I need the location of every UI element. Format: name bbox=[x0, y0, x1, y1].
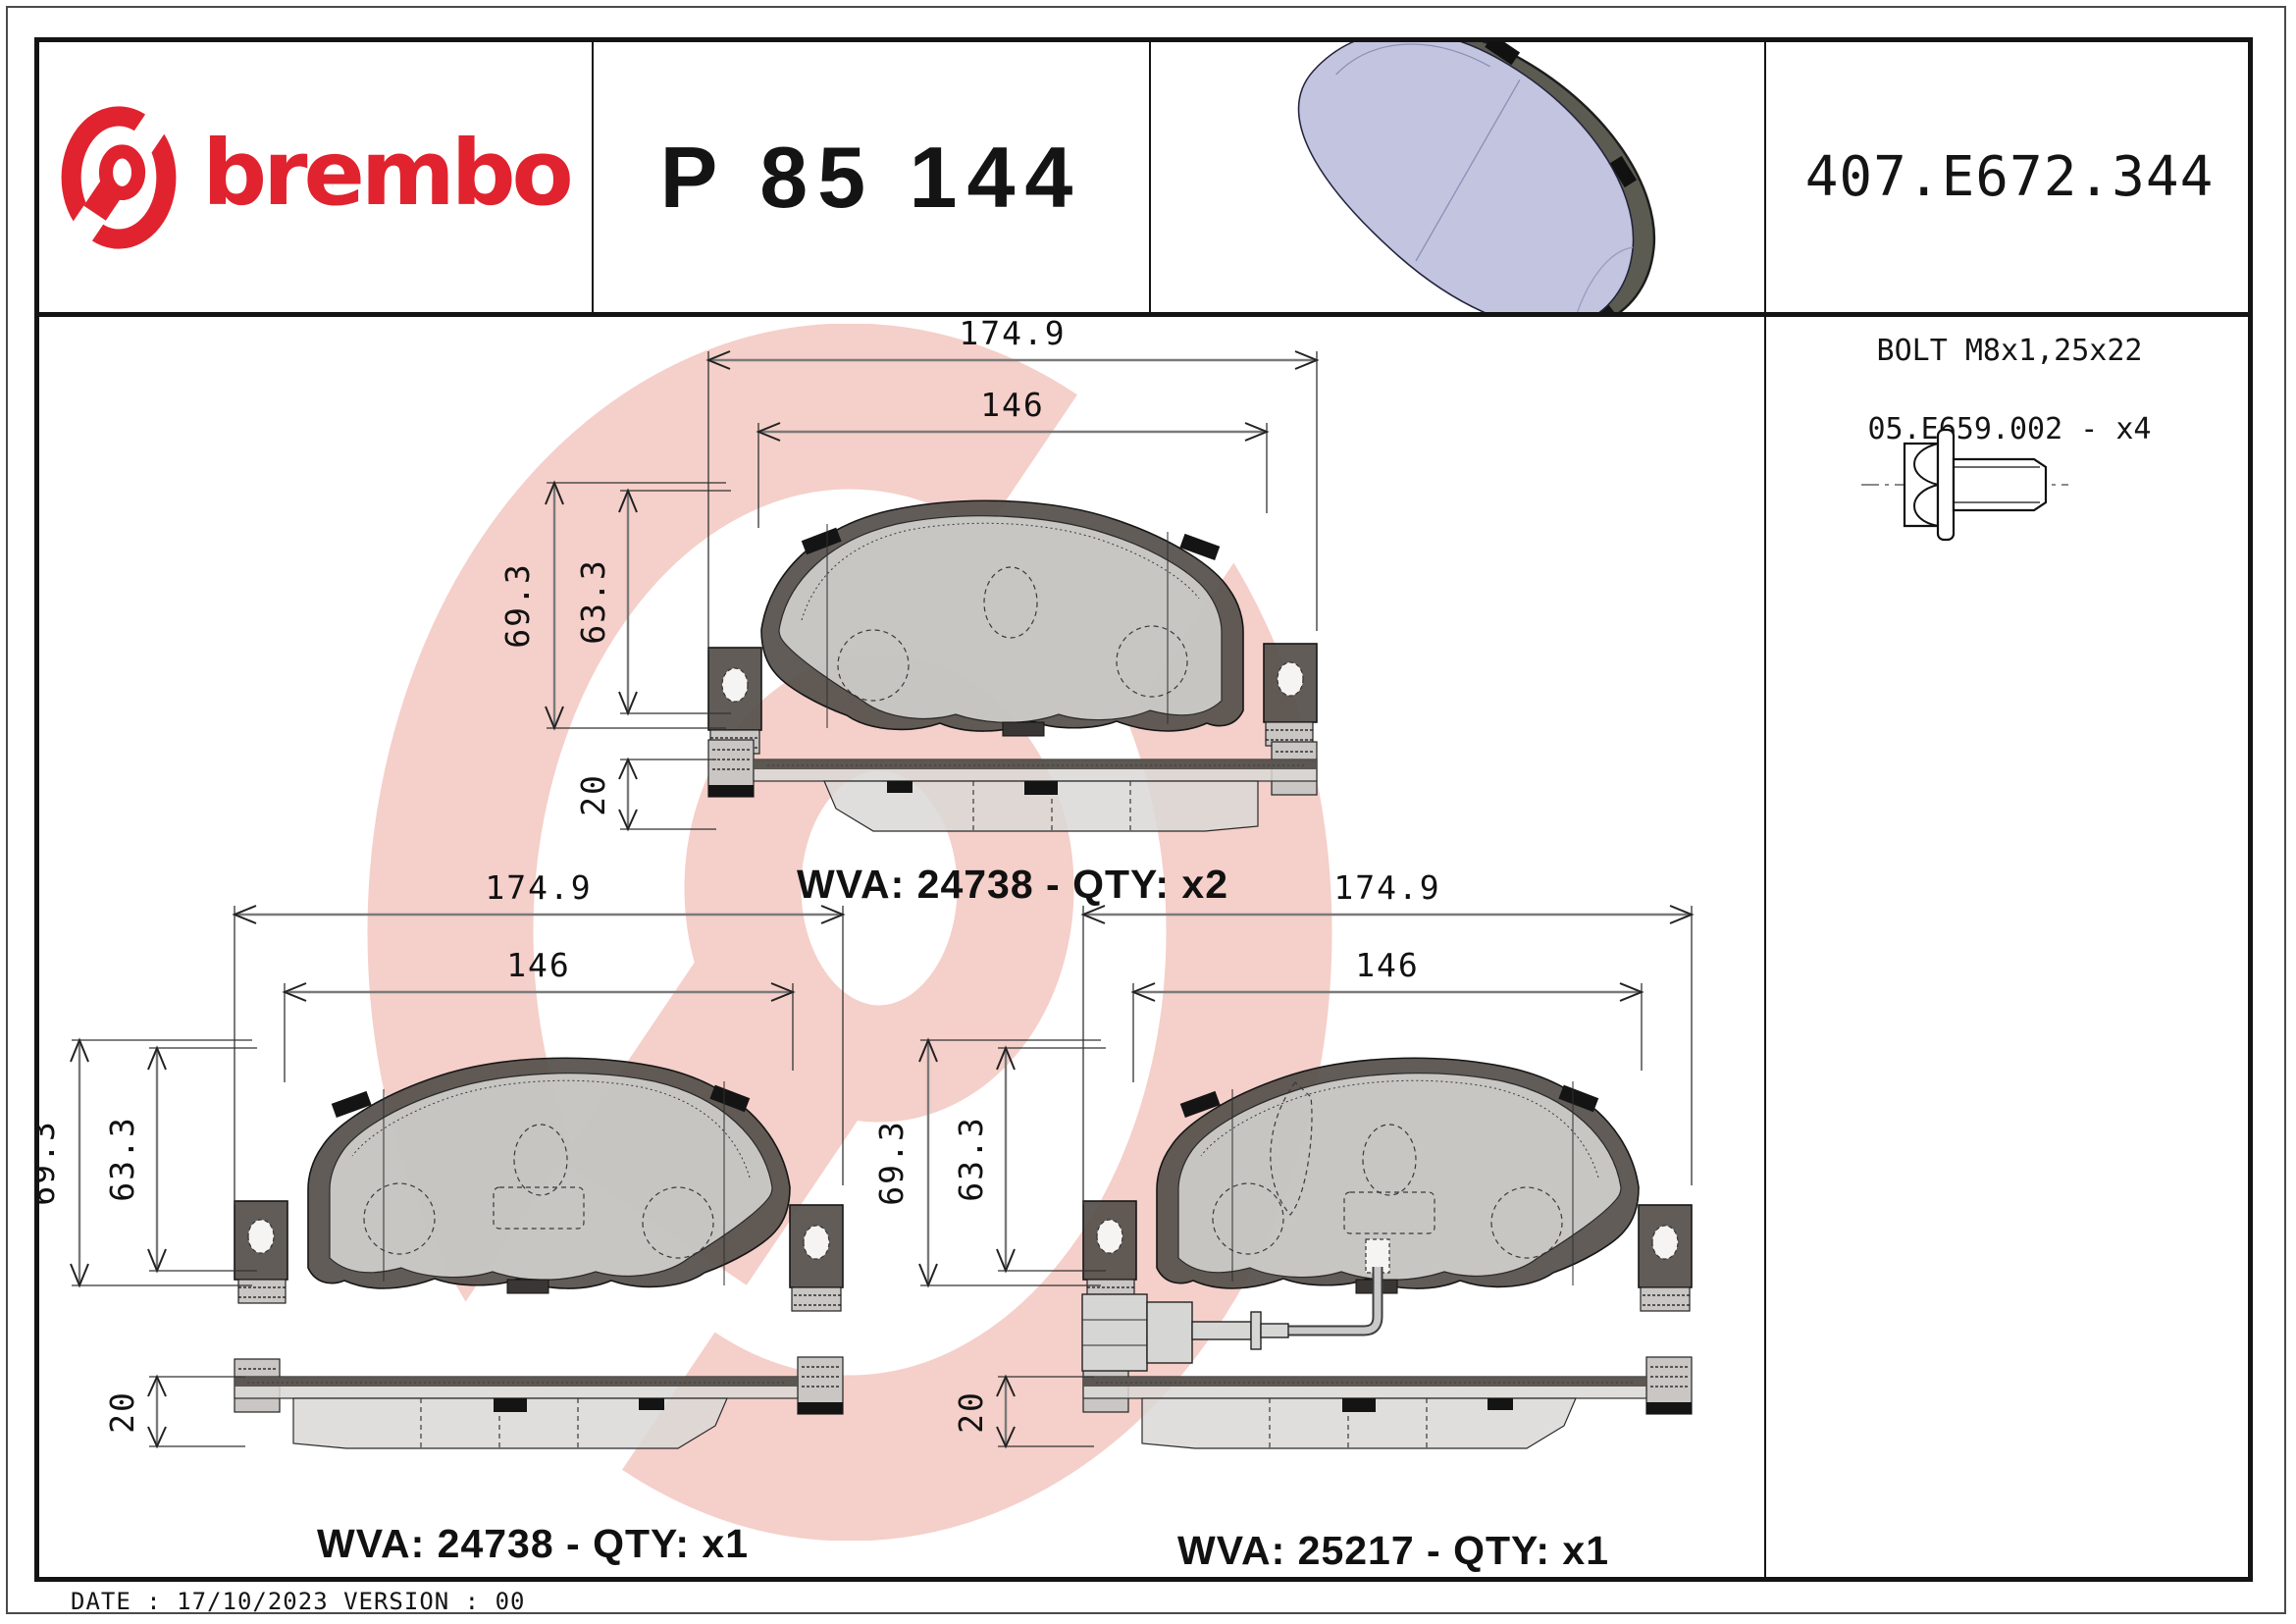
header-divider bbox=[39, 312, 2253, 317]
dim-pad-width: 146 bbox=[980, 386, 1045, 424]
pad-render-cell bbox=[1151, 42, 1764, 312]
brake-pad-3d-icon bbox=[1297, 42, 1656, 312]
wear-sensor bbox=[1081, 1238, 1390, 1372]
dim-pad-height: 63.3 bbox=[574, 558, 612, 644]
pad-profile-view bbox=[707, 739, 1318, 832]
dim-total-width: 174.9 bbox=[485, 868, 592, 907]
dim-pad-width: 146 bbox=[1355, 946, 1420, 984]
bolt-label: BOLT M8x1,25x22 05.E659.002 - x4 bbox=[1766, 332, 2253, 449]
header-vline-1 bbox=[592, 42, 594, 312]
technical-drawings: 174.9 146 69.3 63.3 20 WVA: 24738 - QTY:… bbox=[39, 317, 1695, 1573]
dim-pad-height: 63.3 bbox=[103, 1116, 141, 1201]
wva-label: WVA: 24738 - QTY: x2 bbox=[797, 862, 1228, 907]
wva-label: WVA: 24738 - QTY: x1 bbox=[317, 1521, 749, 1566]
wva-label: WVA: 25217 - QTY: x1 bbox=[1177, 1528, 1609, 1573]
pad-cutout-detail bbox=[1270, 1081, 1313, 1216]
date-version-line: DATE : 17/10/2023 VERSION : 00 bbox=[71, 1588, 526, 1615]
bolt-part-number: 05.E659.002 - x4 bbox=[1867, 412, 2152, 446]
frame bbox=[34, 37, 2253, 1582]
part-code-cell: P 85 144 bbox=[594, 42, 1149, 312]
bolt-box-topline bbox=[1766, 312, 2253, 317]
dim-thickness: 20 bbox=[103, 1390, 141, 1434]
dim-total-width: 174.9 bbox=[1333, 868, 1440, 907]
reference-cell: 407.E672.344 bbox=[1766, 42, 2253, 312]
dim-pad-width: 146 bbox=[506, 946, 571, 984]
logo-cell: brembo bbox=[39, 42, 592, 312]
part-code: P 85 144 bbox=[659, 128, 1083, 226]
dim-pad-height: 63.3 bbox=[952, 1116, 990, 1201]
dim-thickness: 20 bbox=[574, 773, 612, 816]
bolt-icon bbox=[1861, 428, 2068, 542]
outer-border bbox=[6, 6, 2286, 1614]
dim-total-width: 174.9 bbox=[959, 317, 1066, 352]
brembo-logo-icon bbox=[61, 104, 178, 250]
dim-total-height: 69.3 bbox=[39, 1120, 62, 1205]
pad-front-view bbox=[234, 1057, 844, 1312]
reference-code: 407.E672.344 bbox=[1804, 145, 2215, 209]
header-vline-2 bbox=[1149, 42, 1151, 312]
drawing-bottom-right: 174.9 146 69.3 63.3 20 WVA: 25217 - QTY:… bbox=[872, 868, 1695, 1573]
pad-profile-view bbox=[234, 1356, 844, 1449]
pad-front-view bbox=[707, 499, 1318, 755]
brand-wordmark: brembo bbox=[202, 121, 574, 226]
right-column-divider bbox=[1764, 42, 1766, 1577]
dim-thickness: 20 bbox=[952, 1390, 990, 1434]
drawing-top: 174.9 146 69.3 63.3 20 WVA: 24738 - QTY:… bbox=[498, 317, 1320, 907]
bolt-spec: BOLT M8x1,25x22 bbox=[1876, 334, 2143, 368]
dim-total-height: 69.3 bbox=[498, 562, 537, 648]
dim-total-height: 69.3 bbox=[872, 1120, 911, 1205]
pad-profile-view bbox=[1082, 1356, 1693, 1449]
drawing-bottom-left: 174.9 146 69.3 63.3 20 WVA: 24738 - QTY:… bbox=[39, 868, 846, 1566]
